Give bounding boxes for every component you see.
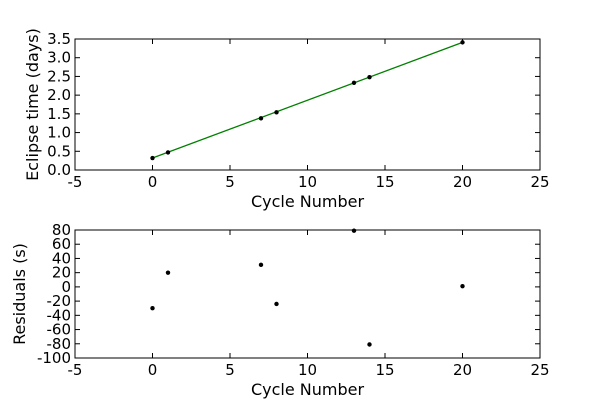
bottom-x-tick-label: 10 [298, 361, 317, 379]
bottom-y-tick-label: -100 [37, 349, 71, 367]
top-data-point [367, 74, 372, 80]
top-data-point [351, 80, 357, 85]
bottom-data-point [258, 262, 264, 268]
top-x-tick-label: 5 [225, 173, 235, 191]
top-plot-frame [74, 38, 541, 171]
top-x-tick-label: -5 [68, 173, 83, 191]
bottom-x-tick-label: 15 [375, 361, 394, 379]
bottom-x-tick-label: 0 [148, 361, 158, 379]
top-chart-eclipse-time: -5 0 5 10 15 20 25 0.00.51.01.52.02.53.03.5 Cycl… [23, 28, 550, 211]
top-x-tick-label: 15 [375, 173, 394, 191]
top-data-point [165, 150, 171, 155]
top-y-tick-label: 3.0 [47, 49, 71, 67]
bottom-x-tick-label: 25 [530, 361, 549, 379]
top-fit-line [152, 41, 463, 159]
bottom-y-tick-label: -20 [47, 292, 72, 310]
bottom-data-point [150, 306, 155, 311]
top-data-point [258, 116, 264, 121]
bottom-y-tick-label: 20 [52, 264, 71, 282]
top-y-tick-label: 2.0 [47, 86, 71, 104]
bottom-x-tick-label: 20 [453, 361, 472, 379]
top-x-tick-label: 10 [298, 173, 317, 191]
top-y-tick-label: 0.5 [47, 142, 71, 160]
top-data-point [150, 155, 155, 161]
bottom-data-point [274, 301, 279, 307]
bottom-x-tick-label: 5 [225, 361, 235, 379]
bottom-plot-frame [74, 229, 541, 359]
bottom-y-tick-label: 40 [52, 249, 71, 267]
bottom-x-axis-title: Cycle Number [251, 380, 365, 399]
bottom-y-axis-title: Residuals (s) [10, 243, 29, 345]
bottom-y-tick-label: -40 [47, 306, 72, 324]
bottom-y-tick-label: 80 [52, 221, 71, 239]
top-x-tick-label: 20 [453, 173, 472, 191]
bottom-x-tick-label: -5 [68, 361, 83, 379]
top-data-point [460, 40, 465, 45]
bottom-data-point [460, 283, 465, 289]
top-y-tick-label: 0.0 [47, 161, 71, 179]
bottom-y-tick-label: 0 [61, 278, 71, 296]
bottom-y-tick-label: -60 [47, 321, 72, 339]
top-x-tick-label: 0 [148, 173, 158, 191]
bottom-data-point [351, 228, 357, 233]
top-y-tick-label: 3.5 [47, 30, 71, 48]
top-y-tick-label: 1.0 [47, 124, 71, 142]
top-x-axis-title: Cycle Number [251, 192, 365, 211]
bottom-data-point [165, 270, 171, 275]
top-y-tick-label: 1.5 [47, 105, 71, 123]
bottom-data-point [367, 342, 372, 347]
top-data-point [274, 110, 279, 115]
top-y-tick-label: 2.5 [47, 67, 71, 85]
top-x-tick-label: 25 [530, 173, 549, 191]
bottom-y-tick-label: -80 [47, 335, 72, 353]
top-y-axis-title: Eclipse time (days) [23, 28, 42, 181]
bottom-y-tick-label: 60 [52, 235, 71, 253]
bottom-chart-residuals: -5 0 5 10 15 20 25-100-80-60-40-20020406080Cyc… [10, 221, 550, 399]
